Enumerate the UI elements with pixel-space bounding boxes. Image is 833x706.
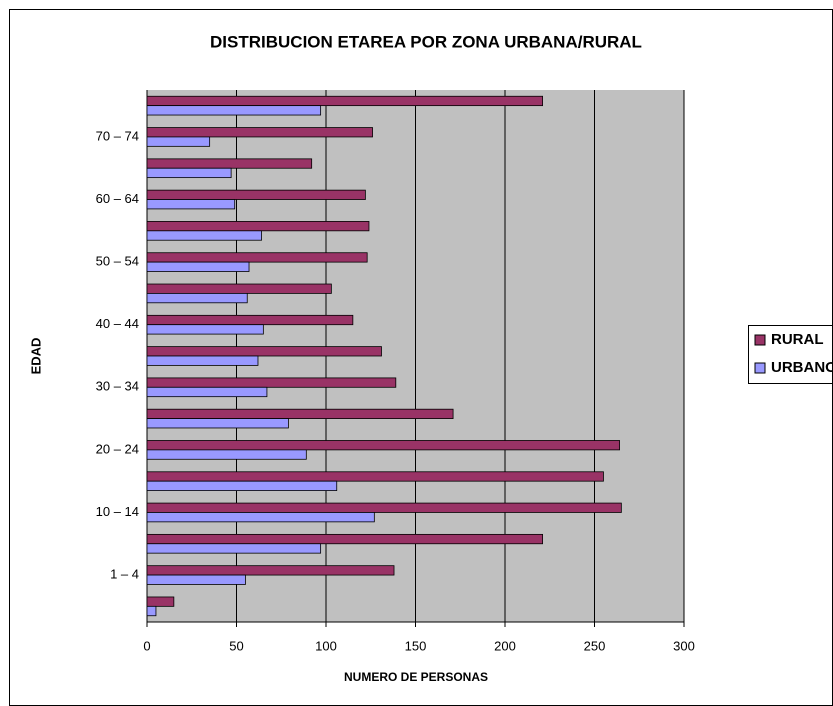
bar [146, 252, 368, 263]
y-tick-label: 60 – 64 [96, 191, 139, 206]
bar [146, 377, 397, 388]
bar [146, 324, 264, 335]
y-tick-label: 50 – 54 [96, 254, 139, 269]
bar [146, 261, 250, 272]
bar [146, 502, 622, 513]
bar [146, 471, 604, 482]
bar [146, 543, 322, 554]
bar [146, 408, 454, 419]
x-tick-label: 100 [315, 638, 337, 653]
legend-label: URBANO [771, 359, 833, 376]
chart-title: DISTRIBUCION ETAREA POR ZONA URBANA/RURA… [210, 32, 642, 51]
y-tick-label: 40 – 44 [96, 316, 139, 331]
x-axis-label: NUMERO DE PERSONAS [344, 670, 488, 684]
y-tick-label: 10 – 14 [96, 504, 139, 519]
bar [146, 167, 232, 179]
bar [146, 136, 211, 147]
bar [146, 314, 354, 326]
bar [146, 127, 373, 138]
bar [146, 386, 268, 398]
x-tick-label: 200 [494, 638, 516, 653]
y-tick-label: 20 – 24 [96, 441, 139, 456]
bar [146, 418, 289, 429]
y-tick-label: 1 – 4 [110, 566, 139, 581]
bar [146, 533, 543, 545]
bar [146, 480, 338, 491]
bar [146, 449, 307, 460]
bar [146, 199, 236, 210]
y-tick-label: 70 – 74 [96, 128, 139, 143]
legend-swatch [754, 362, 766, 374]
y-axis-label: EDAD [28, 338, 43, 375]
y-tick-label: 30 – 34 [96, 379, 139, 394]
bar [146, 230, 262, 241]
bar [146, 512, 375, 523]
bar [146, 189, 366, 200]
bar [146, 605, 157, 617]
legend-swatch [754, 334, 766, 346]
bar [146, 596, 175, 607]
legend-label: RURAL [771, 331, 824, 348]
bar [146, 565, 395, 576]
bar [146, 158, 313, 169]
x-tick-label: 0 [143, 638, 150, 653]
bar [146, 105, 322, 116]
bar [146, 283, 332, 294]
bar [146, 574, 246, 585]
bar [146, 293, 248, 304]
bar [146, 355, 259, 366]
x-tick-label: 150 [405, 638, 427, 653]
bar [146, 440, 620, 451]
x-tick-label: 50 [229, 638, 243, 653]
bar [146, 221, 370, 232]
x-tick-label: 250 [584, 638, 606, 653]
legend-box [748, 325, 833, 384]
bar [146, 346, 382, 357]
x-tick-label: 300 [673, 638, 695, 653]
bar [146, 95, 543, 107]
